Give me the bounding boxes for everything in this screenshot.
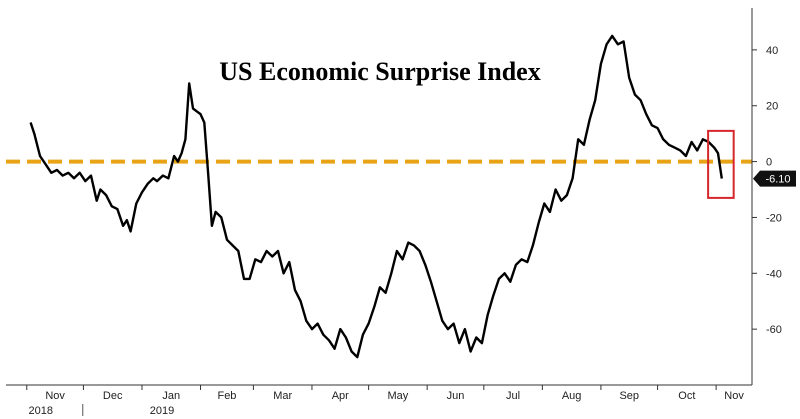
y-tick-label: 0 <box>766 157 772 169</box>
x-tick-label: Apr <box>332 390 349 402</box>
x-year-label: 2018 <box>29 405 53 417</box>
x-tick-label: Dec <box>103 390 123 402</box>
y-axis: 40 20 0 -20 -40 -60 <box>751 8 782 385</box>
y-tick-label: -60 <box>766 324 782 336</box>
last-value-badge <box>753 170 796 187</box>
chart-title: US Economic Surprise Index <box>219 57 540 86</box>
x-tick-label: Jan <box>162 390 180 402</box>
x-tick-label: Nov <box>724 390 744 402</box>
x-tick-label: Feb <box>217 390 236 402</box>
last-value-label: -6.10 <box>765 174 790 186</box>
y-tick-label: 40 <box>766 45 778 57</box>
x-tick-label: Jul <box>506 390 520 402</box>
x-tick-label: Oct <box>678 390 695 402</box>
x-year-label: 2019 <box>150 405 174 417</box>
x-tick-label: Sep <box>619 390 639 402</box>
x-tick-label: May <box>387 390 408 402</box>
x-axis: Nov Dec Jan Feb Mar Apr May Jun Jul Aug Sep Oct Nov 2… <box>6 384 752 417</box>
x-tick-label: Mar <box>273 390 292 402</box>
y-tick-label: 20 <box>766 101 778 113</box>
y-tick-label: -20 <box>766 212 782 224</box>
y-tick-label: -40 <box>766 268 782 280</box>
series-line <box>29 34 723 359</box>
x-tick-label: Jun <box>447 390 465 402</box>
highlight-box <box>707 129 735 199</box>
x-tick-label: Aug <box>562 390 582 402</box>
x-tick-label: Nov <box>45 390 65 402</box>
